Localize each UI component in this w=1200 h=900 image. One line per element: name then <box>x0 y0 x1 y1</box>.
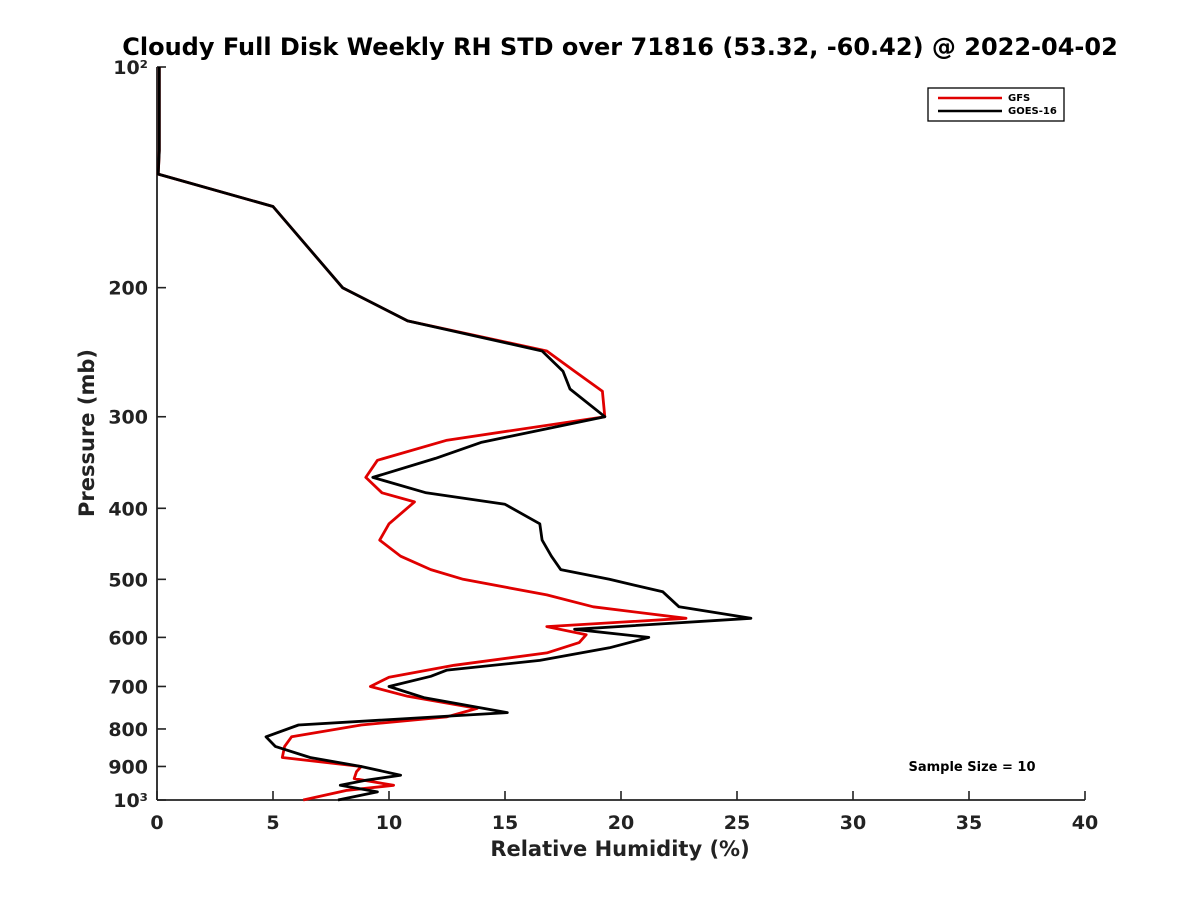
x-tick-label: 15 <box>492 812 518 834</box>
y-tick-label: 600 <box>108 627 148 649</box>
x-tick-label: 30 <box>840 812 866 834</box>
series-line-goes16 <box>156 67 753 802</box>
sample-size-annotation: Sample Size = 10 <box>908 760 1035 775</box>
x-axis-ticks: 0 5 10 15 20 25 30 35 40 <box>150 791 1098 834</box>
series-line-gfs <box>156 67 688 802</box>
y-tick-label: 300 <box>108 407 148 429</box>
y-tick-label: 200 <box>108 278 148 300</box>
x-tick-label: 10 <box>376 812 402 834</box>
x-tick-label: 40 <box>1072 812 1098 834</box>
y-axis-ticks: 10² 200 300 400 500 600 700 800 900 10³ <box>108 57 166 812</box>
legend-box <box>927 87 1065 122</box>
legend-label-goes16: GOES-16 <box>1008 106 1057 117</box>
series-lines <box>156 67 753 802</box>
x-tick-label: 0 <box>150 812 163 834</box>
x-tick-label: 35 <box>956 812 982 834</box>
y-axis-label: Pressure (mb) <box>75 349 99 517</box>
chart-title: Cloudy Full Disk Weekly RH STD over 7181… <box>122 33 1118 61</box>
legend: GFS GOES-16 <box>927 87 1065 122</box>
x-tick-label: 20 <box>608 812 634 834</box>
y-tick-label: 500 <box>108 569 148 591</box>
x-axis-label: Relative Humidity (%) <box>490 837 749 861</box>
y-tick-label: 10² <box>113 57 148 79</box>
x-tick-label: 25 <box>724 812 750 834</box>
y-tick-label: 400 <box>108 498 148 520</box>
y-tick-label: 700 <box>108 676 148 698</box>
y-tick-label: 900 <box>108 756 148 778</box>
y-tick-label: 10³ <box>113 790 148 812</box>
legend-label-gfs: GFS <box>1008 93 1030 104</box>
y-tick-label: 800 <box>108 719 148 741</box>
x-tick-label: 5 <box>266 812 279 834</box>
